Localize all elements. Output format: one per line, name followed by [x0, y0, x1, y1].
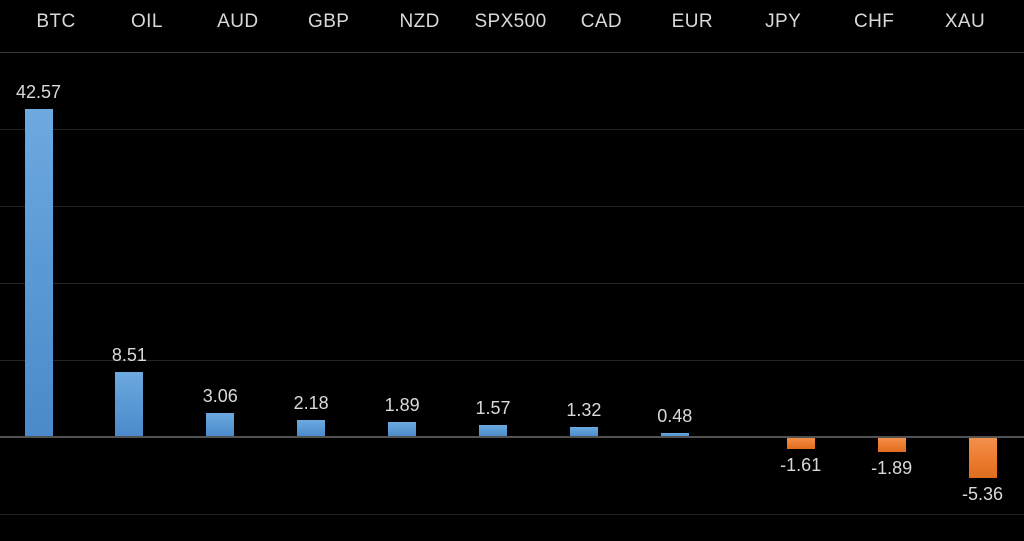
value-label-cad: 1.32: [566, 399, 602, 420]
value-label-spx500: 1.57: [475, 397, 511, 418]
gridline-40: [0, 129, 1024, 130]
bar-chf: [877, 437, 906, 452]
bar-jpy: [786, 437, 815, 450]
value-label-aud: 3.06: [202, 386, 238, 407]
value-label-chf: -1.89: [871, 457, 913, 478]
value-label-btc: 42.57: [15, 82, 62, 103]
category-label-xau: XAU: [944, 11, 986, 32]
bar-eur: [660, 433, 689, 437]
category-label-eur: EUR: [671, 11, 713, 32]
category-label-cad: CAD: [580, 11, 623, 32]
category-label-btc: BTC: [36, 11, 76, 32]
category-label-nzd: NZD: [399, 11, 440, 32]
category-label-gbp: GBP: [308, 11, 350, 32]
category-label-oil: OIL: [130, 11, 163, 32]
gridline-20: [0, 283, 1024, 284]
bar-oil: [115, 371, 144, 437]
bar-nzd: [388, 422, 417, 437]
bar-spx500: [479, 424, 507, 437]
gridline-30: [0, 206, 1024, 207]
category-label-aud: AUD: [217, 11, 259, 32]
gridline-10: [0, 360, 1024, 361]
value-label-oil: 8.51: [111, 344, 147, 365]
bar-cad: [569, 426, 598, 437]
bar-aud: [206, 413, 235, 437]
category-label-spx500: SPX500: [474, 11, 547, 32]
category-label-jpy: JPY: [765, 11, 802, 32]
value-label-xau: -5.36: [961, 484, 1004, 505]
category-label-chf: CHF: [853, 11, 895, 32]
bar-btc: [24, 109, 53, 437]
gridline--10: [0, 514, 1024, 515]
value-label-nzd: 1.89: [384, 395, 420, 416]
value-label-gbp: 2.18: [293, 393, 329, 414]
value-label-jpy: -1.61: [780, 455, 822, 476]
bar-gbp: [297, 420, 326, 437]
bar-xau: [968, 437, 997, 479]
x-axis-line: [0, 436, 1024, 438]
value-label-eur: 0.48: [657, 406, 693, 427]
gridline-50: [0, 52, 1024, 53]
